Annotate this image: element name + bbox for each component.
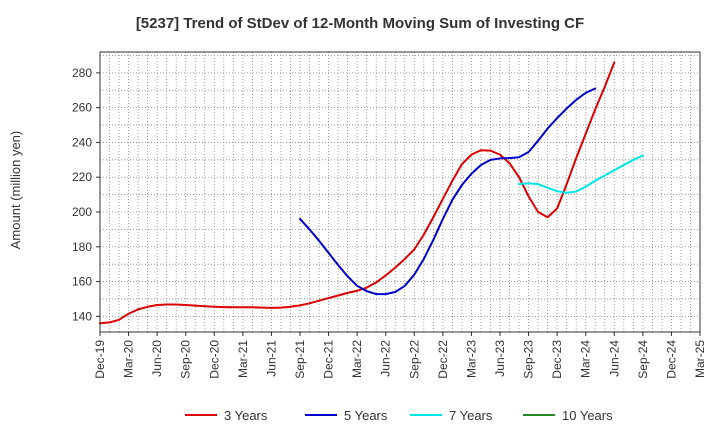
x-tick-label: Sep-23 [522,340,536,379]
y-tick-label: 200 [72,205,92,219]
x-tick-label: Mar-23 [464,340,478,378]
x-tick-label: Dec-21 [322,340,336,379]
x-tick-label: Sep-24 [636,340,650,379]
x-tick-label: Dec-24 [664,340,678,379]
x-tick-label: Dec-22 [436,340,450,379]
legend: 3 Years 5 Years 7 Years 10 Years [185,408,613,423]
x-tick-label: Jun-21 [264,340,278,377]
plot-frame [99,51,701,333]
y-tick-label: 260 [72,101,92,115]
x-tick-label: Jun-22 [379,340,393,377]
x-tick-label: Sep-21 [293,340,307,379]
y-tick-label: 280 [72,66,92,80]
x-tick-label: Dec-23 [550,340,564,379]
y-tick-label: 140 [72,309,92,323]
series-line-2 [518,154,644,194]
y-tick-label: 180 [72,240,92,254]
chart-title: [5237] Trend of StDev of 12-Month Moving… [136,15,584,32]
x-tick-label: Jun-23 [493,340,507,377]
x-tick-label: Jun-20 [150,340,164,377]
x-tick-label: Mar-20 [122,340,136,378]
y-tick-label: 240 [72,135,92,149]
y-axis-label: Amount (million yen) [8,131,23,250]
x-tick-label: Sep-20 [179,340,193,379]
x-tick-label: Sep-22 [407,340,421,379]
legend-label: 10 Years [562,408,613,423]
x-tick-label: Mar-24 [579,340,593,378]
x-tick-label: Dec-20 [207,340,221,379]
series-line-1 [299,87,597,296]
x-tick-label: Mar-22 [350,340,364,378]
legend-label: 5 Years [344,408,388,423]
y-tick-label: 160 [72,275,92,289]
legend-label: 7 Years [449,408,493,423]
x-tick-label: Dec-19 [93,340,107,379]
x-tick-label: Mar-21 [236,340,250,378]
plot-area: 140 160 180 200 220 240 260 280 Dec-19 Mar-20 Jun-… [72,51,707,379]
y-tick-label: 220 [72,170,92,184]
legend-label: 3 Years [224,408,268,423]
series-line-0 [99,61,616,325]
x-tick-label: Jun-24 [607,340,621,377]
x-tick-label: Mar-25 [693,340,707,378]
